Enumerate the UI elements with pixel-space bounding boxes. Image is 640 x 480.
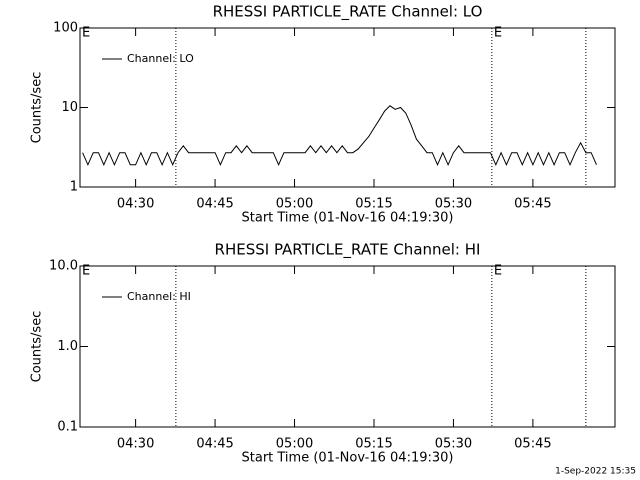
y-tick-label: 0.1 [57,420,78,435]
legend-label: Channel: HI [127,290,191,303]
y-tick-label: 100 [53,21,78,36]
x-tick-label: 05:45 [514,437,551,452]
chart-title: RHESSI PARTICLE_RATE Channel: LO [213,3,483,22]
data-line [82,105,597,167]
y-tick-label: 10 [61,100,78,115]
x-tick-label: 04:45 [196,437,233,452]
x-tick-label: 05:15 [355,197,392,212]
x-tick-label: 04:30 [117,437,154,452]
y-axis-label: Counts/sec [30,72,45,144]
annotation: E [494,264,502,279]
annotation: E [82,264,90,279]
timestamp: 1-Sep-2022 15:35 [555,467,636,477]
x-tick-label: 05:30 [435,197,472,212]
annotation: E [494,26,502,41]
legend-label: Channel: LO [127,52,194,65]
y-tick-label: 1.0 [57,339,78,354]
y-tick-label: 10.0 [49,259,78,274]
annotation: E [82,26,90,41]
x-tick-label: 04:45 [196,197,233,212]
x-axis-label: Start Time (01-Nov-16 04:19:30) [242,451,454,466]
chart-title: RHESSI PARTICLE_RATE Channel: HI [215,241,481,260]
x-tick-label: 05:00 [276,197,313,212]
x-tick-label: 05:45 [514,197,551,212]
x-tick-label: 05:15 [355,437,392,452]
y-tick-label: 1 [70,180,78,195]
x-tick-label: 05:00 [276,437,313,452]
y-axis-label: Counts/sec [30,311,45,383]
x-tick-label: 04:30 [117,197,154,212]
x-axis-label: Start Time (01-Nov-16 04:19:30) [242,211,454,226]
x-tick-label: 05:30 [435,437,472,452]
